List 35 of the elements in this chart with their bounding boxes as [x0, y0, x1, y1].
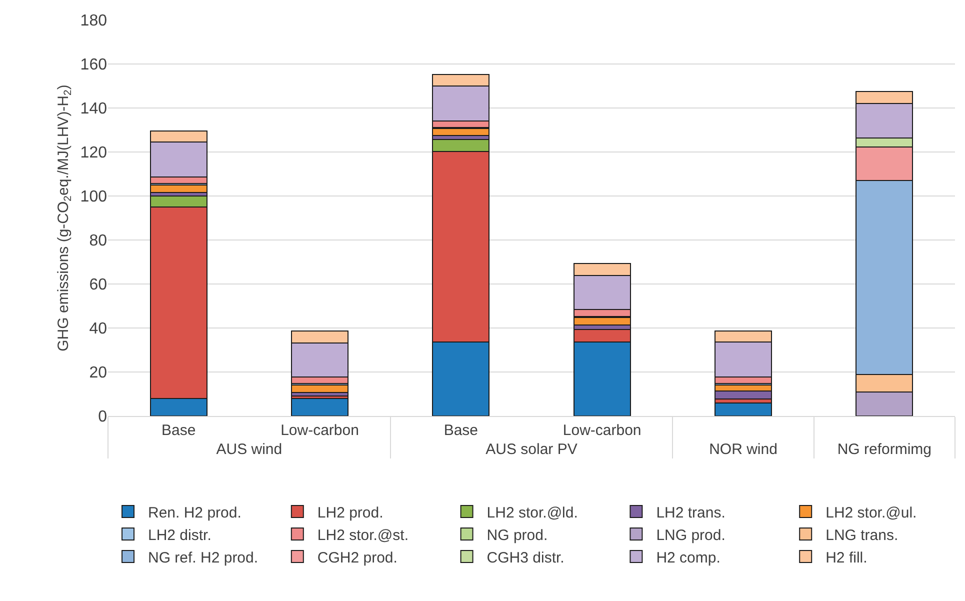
- y-tick-label: 160: [80, 56, 108, 74]
- legend-label: Ren. H2 prod.: [148, 504, 242, 522]
- legend-label: LNG trans.: [826, 526, 898, 544]
- x-tick-label: Base: [161, 422, 196, 439]
- x-tick-label: Low-carbon: [280, 422, 359, 439]
- bar: [291, 398, 348, 416]
- text: AUS wind: [216, 441, 282, 458]
- legend-label: H2 fill.: [826, 549, 868, 566]
- x-tick-label: Base: [444, 422, 478, 439]
- y-tick-label: 60: [89, 276, 108, 294]
- legend-label: NG prod.: [486, 526, 548, 544]
- legend-label: NG ref. H2 prod.: [148, 549, 258, 566]
- legend-label: LH2 stor.@ul.: [826, 504, 917, 522]
- y-tick-label: 20: [89, 364, 108, 382]
- legend-label: CGH2 prod.: [317, 549, 398, 566]
- y-tick-label: 0: [98, 408, 108, 426]
- y-tick-label: 100: [80, 188, 108, 206]
- legend-label: LH2 prod.: [317, 504, 384, 522]
- legend-label: LNG prod.: [656, 526, 726, 544]
- text: AUS solar PV: [486, 441, 578, 458]
- y-tick-label: 140: [80, 100, 108, 118]
- legend-label: LH2 stor.@ld.: [486, 504, 578, 522]
- legend-label: H2 comp.: [656, 549, 720, 566]
- y-tick-label: 120: [80, 144, 108, 162]
- x-tick-label: Low-carbon: [562, 422, 642, 439]
- y-tick-label: 180: [80, 12, 108, 30]
- legend-label: LH2 stor.@st.: [317, 526, 408, 544]
- text: NOR wind: [709, 441, 778, 458]
- legend-label: LH2 distr.: [148, 526, 212, 544]
- y-tick-label: 80: [89, 232, 108, 250]
- text: NG reformimg: [837, 441, 932, 458]
- legend-label: CGH3 distr.: [486, 549, 564, 566]
- legend-label: LH2 trans.: [656, 504, 726, 522]
- bar: [714, 402, 772, 416]
- y-tick-label: 40: [89, 320, 108, 338]
